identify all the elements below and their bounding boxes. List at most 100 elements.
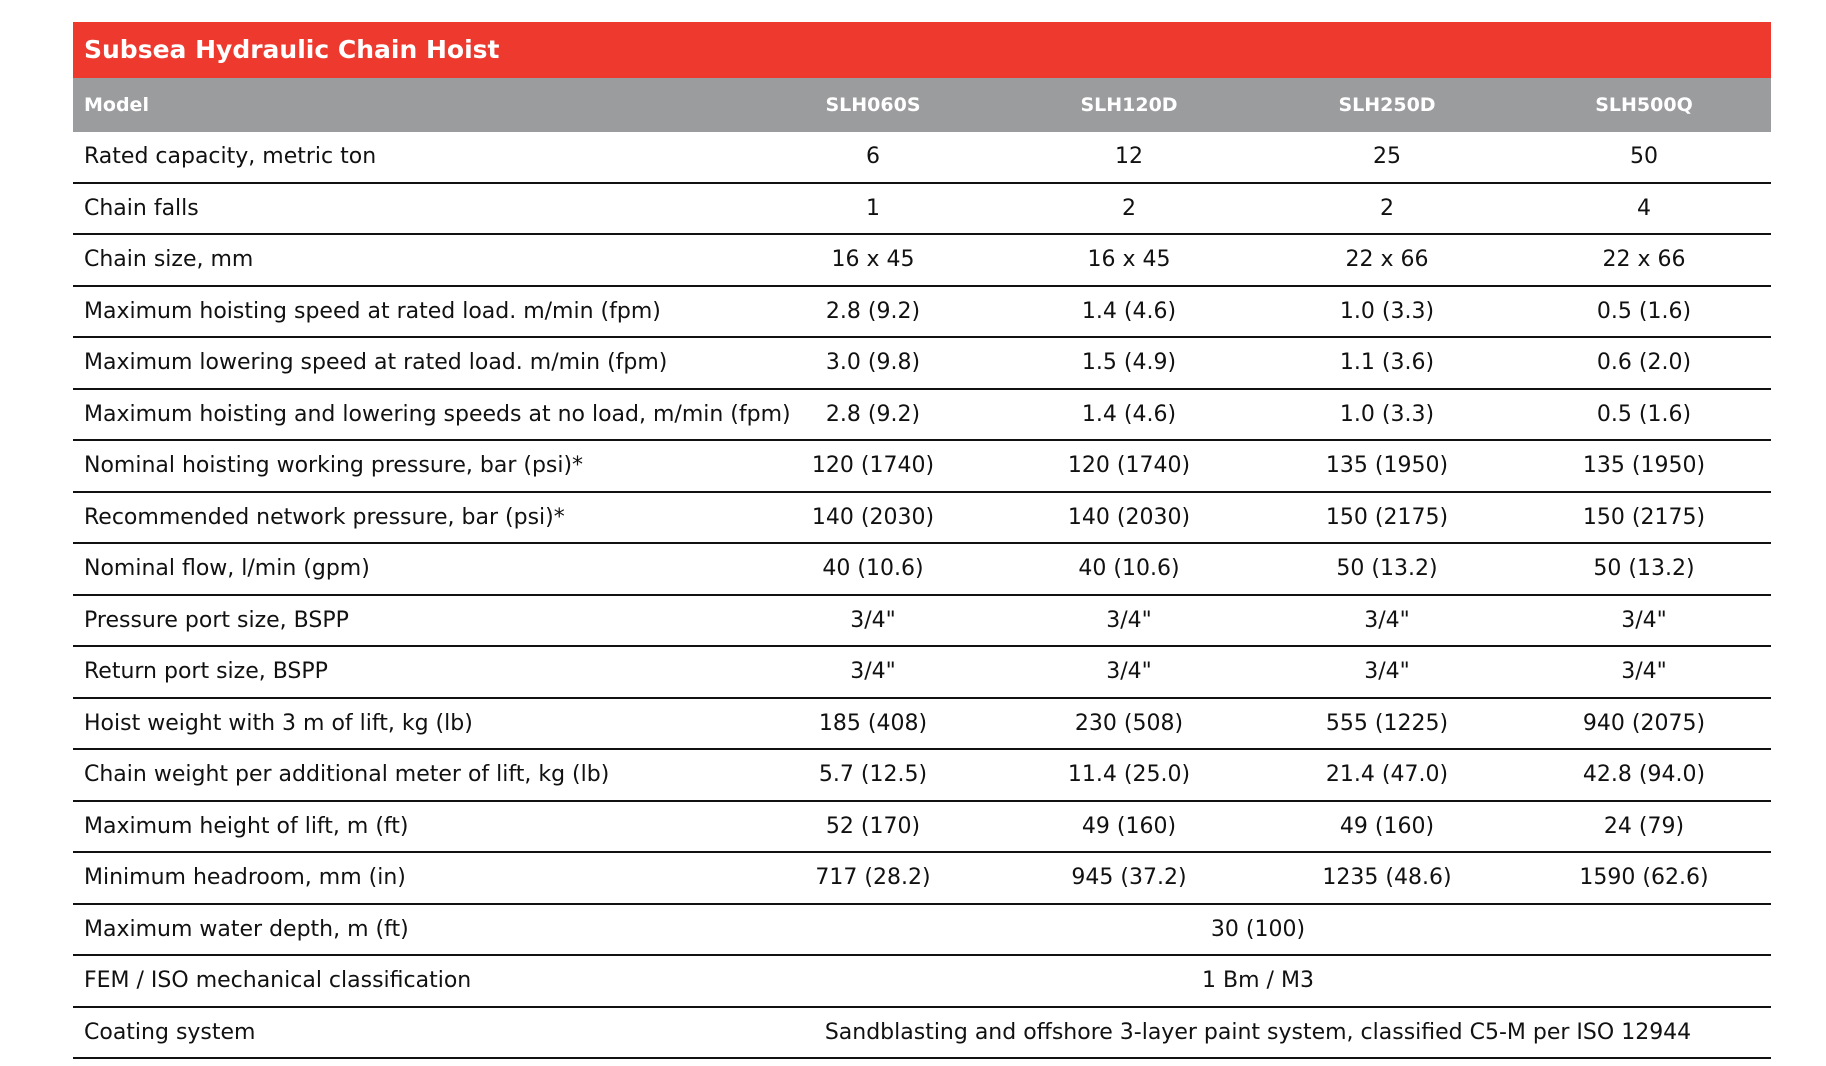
spec-value: 22 x 66: [1517, 234, 1771, 287]
spec-label: Return port size, BSPP: [73, 646, 745, 699]
spec-value: 40 (10.6): [745, 543, 1001, 596]
spec-value: 49 (160): [1257, 800, 1517, 853]
spec-row: Nominal hoisting working pressure, bar (…: [73, 440, 1771, 493]
spec-row: Hoist weight with 3 m of lift, kg (lb) 18…: [73, 697, 1771, 750]
spec-row: Maximum height of lift, m (ft) 52 (170) 49…: [73, 800, 1771, 853]
spec-value: 3/4": [1257, 646, 1517, 699]
spec-row: FEM / ISO mechanical classification 1 Bm …: [73, 955, 1771, 1008]
spec-value: 1 Bm / M3: [745, 955, 1771, 1008]
spec-value: 49 (160): [1001, 800, 1257, 853]
spec-row: Rated capacity, metric ton 6 12 25 50: [73, 132, 1771, 184]
spec-row: Maximum water depth, m (ft) 30 (100): [73, 903, 1771, 956]
spec-value: 135 (1950): [1257, 440, 1517, 493]
spec-value: 2.8 (9.2): [745, 285, 1001, 338]
model-name: SLH060S: [745, 78, 1001, 132]
spec-row: Maximum hoisting speed at rated load. m/…: [73, 285, 1771, 338]
spec-row: Recommended network pressure, bar (psi)*…: [73, 491, 1771, 544]
spec-value: 945 (37.2): [1001, 852, 1257, 905]
spec-value: 3/4": [1001, 646, 1257, 699]
spec-row: Maximum lowering speed at rated load. m/…: [73, 337, 1771, 390]
spec-value: 3/4": [1257, 594, 1517, 647]
spec-row: Pressure port size, BSPP 3/4" 3/4" 3/4" 3/4": [73, 594, 1771, 647]
table-body: Rated capacity, metric ton 6 12 25 50 Chain f…: [73, 132, 1771, 1059]
spec-value: 2.8 (9.2): [745, 388, 1001, 441]
spec-value: 52 (170): [745, 800, 1001, 853]
spec-label: Maximum hoisting and lowering speeds at …: [73, 388, 791, 441]
spec-label: Minimum headroom, mm (in): [73, 852, 745, 905]
spec-value: 50 (13.2): [1257, 543, 1517, 596]
spec-row: Chain weight per additional meter of lif…: [73, 749, 1771, 802]
spec-value: 230 (508): [1001, 697, 1257, 750]
table-title: Subsea Hydraulic Chain Hoist: [73, 22, 1771, 78]
spec-value: 5.7 (12.5): [745, 749, 1001, 802]
spec-value: 1.5 (4.9): [1001, 337, 1257, 390]
spec-value: 1: [745, 182, 1001, 235]
spec-value: 140 (2030): [1001, 491, 1257, 544]
model-name: SLH120D: [1001, 78, 1257, 132]
spec-value: 3/4": [745, 594, 1001, 647]
spec-row: Maximum hoisting and lowering speeds at …: [73, 388, 1771, 441]
spec-value: 16 x 45: [1001, 234, 1257, 287]
spec-label: FEM / ISO mechanical classification: [73, 955, 745, 1008]
spec-label: Maximum height of lift, m (ft): [73, 800, 745, 853]
header-label: Model: [73, 78, 745, 132]
spec-value: 120 (1740): [1001, 440, 1257, 493]
spec-sheet: Subsea Hydraulic Chain Hoist Model SLH060…: [73, 22, 1771, 1059]
spec-value: 30 (100): [745, 903, 1771, 956]
spec-row: Chain falls 1 2 2 4: [73, 182, 1771, 235]
spec-value: 40 (10.6): [1001, 543, 1257, 596]
spec-value: 16 x 45: [745, 234, 1001, 287]
spec-value: 1.1 (3.6): [1257, 337, 1517, 390]
spec-value: 50: [1517, 132, 1771, 184]
header-row: Model SLH060S SLH120D SLH250D SLH500Q: [73, 78, 1771, 132]
spec-value: 0.6 (2.0): [1517, 337, 1771, 390]
spec-value: 22 x 66: [1257, 234, 1517, 287]
spec-value: 24 (79): [1517, 800, 1771, 853]
model-name: SLH500Q: [1517, 78, 1771, 132]
spec-label: Chain falls: [73, 182, 745, 235]
spec-value: 1.4 (4.6): [1001, 388, 1257, 441]
spec-value: 50 (13.2): [1517, 543, 1771, 596]
spec-row: Nominal flow, l/min (gpm) 40 (10.6) 40 (10…: [73, 543, 1771, 596]
model-name: SLH250D: [1257, 78, 1517, 132]
spec-value: 120 (1740): [745, 440, 1001, 493]
spec-value: 1590 (62.6): [1517, 852, 1771, 905]
spec-value: 1.4 (4.6): [1001, 285, 1257, 338]
spec-label: Chain weight per additional meter of lif…: [73, 749, 745, 802]
spec-value: 11.4 (25.0): [1001, 749, 1257, 802]
spec-value: 0.5 (1.6): [1517, 285, 1771, 338]
spec-row: Chain size, mm 16 x 45 16 x 45 22 x 66 22 x …: [73, 234, 1771, 287]
spec-label: Rated capacity, metric ton: [73, 132, 745, 184]
spec-row: Minimum headroom, mm (in) 717 (28.2) 945 (…: [73, 852, 1771, 905]
spec-value: 12: [1001, 132, 1257, 184]
spec-value: 25: [1257, 132, 1517, 184]
spec-value: 42.8 (94.0): [1517, 749, 1771, 802]
spec-value: 150 (2175): [1257, 491, 1517, 544]
spec-label: Nominal flow, l/min (gpm): [73, 543, 745, 596]
spec-value: 140 (2030): [745, 491, 1001, 544]
spec-value: 4: [1517, 182, 1771, 235]
spec-label: Coating system: [73, 1006, 745, 1059]
spec-label: Nominal hoisting working pressure, bar (…: [73, 440, 745, 493]
spec-value: 3/4": [745, 646, 1001, 699]
spec-value: 0.5 (1.6): [1517, 388, 1771, 441]
spec-value: 1235 (48.6): [1257, 852, 1517, 905]
spec-value: 2: [1257, 182, 1517, 235]
spec-value: Sandblasting and offshore 3-layer paint …: [745, 1006, 1771, 1059]
spec-value: 135 (1950): [1517, 440, 1771, 493]
spec-label: Hoist weight with 3 m of lift, kg (lb): [73, 697, 745, 750]
spec-value: 555 (1225): [1257, 697, 1517, 750]
spec-value: 940 (2075): [1517, 697, 1771, 750]
spec-label: Maximum water depth, m (ft): [73, 903, 745, 956]
spec-label: Chain size, mm: [73, 234, 745, 287]
spec-label: Maximum lowering speed at rated load. m/…: [73, 337, 745, 390]
spec-row: Return port size, BSPP 3/4" 3/4" 3/4" 3/4": [73, 646, 1771, 699]
spec-value: 717 (28.2): [745, 852, 1001, 905]
spec-value: 6: [745, 132, 1001, 184]
spec-value: 21.4 (47.0): [1257, 749, 1517, 802]
spec-label: Recommended network pressure, bar (psi)*: [73, 491, 745, 544]
spec-value: 3.0 (9.8): [745, 337, 1001, 390]
spec-label: Maximum hoisting speed at rated load. m/…: [73, 285, 745, 338]
spec-value: 1.0 (3.3): [1257, 285, 1517, 338]
